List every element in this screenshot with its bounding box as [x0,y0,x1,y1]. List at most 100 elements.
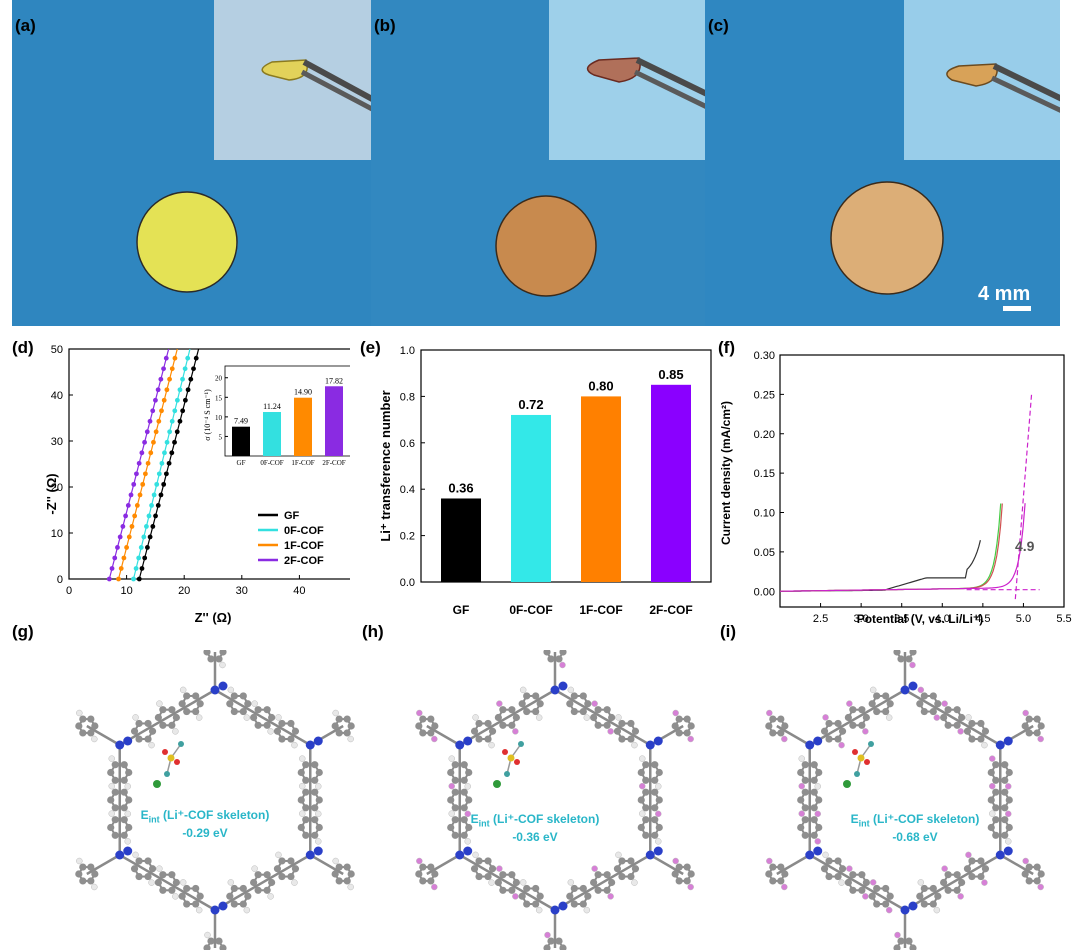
nitrogen-atom [1003,846,1013,856]
carbon-atom [512,878,520,887]
carbon-atom [460,831,468,839]
fluorine-atom [862,728,869,735]
fluorine-atom [838,741,845,749]
carbon-atom [415,722,423,730]
chart-d-ytick-label: 10 [51,528,63,540]
hydrogen-atom [291,741,298,749]
chart-e-category-label: 0F-COF [509,603,552,617]
carbon-atom [810,831,818,839]
chart-f-xtick-label: 3.5 [894,613,909,625]
chart-d-point [153,429,159,435]
chart-d-ytick-label: 40 [51,390,63,402]
carbon-atom [801,761,809,769]
chart-d-point [138,545,144,550]
carbon-atom [268,878,276,887]
carbon-atom [107,823,115,832]
hydrogen-atom [243,714,251,721]
carbon-atom [470,865,479,873]
carbon-atom [159,886,167,894]
carbon-atom [909,944,917,950]
membrane-disk-b [495,195,597,297]
carbon-atom [570,692,578,700]
carbon-atom [168,886,176,894]
hydrogen-atom [124,838,131,845]
membrane-disk-a [136,191,238,293]
chart-d-inset-ytick-label: 5 [219,433,223,441]
eint-e: E [140,808,149,822]
nitrogen-atom [900,685,910,695]
carbon-atom [79,715,87,723]
carbon-atom [1001,804,1009,812]
fluorine-atom [798,810,805,817]
chart-d-point [139,566,145,571]
chart-f-ytick-label: 0.30 [754,350,775,362]
chart-d-point [161,366,166,372]
chart-d-point [164,387,170,393]
chart-f-xtick-label: 5.5 [1056,613,1071,625]
carbon-atom [532,692,540,700]
fluorine-atom [591,700,598,707]
hydrogen-atom [108,782,115,790]
hydrogen-atom [615,851,622,859]
chart-f-series-line [779,503,1026,592]
carbon-atom [75,870,83,878]
nitrogen-atom [218,681,228,691]
chart-d-point [146,513,152,519]
chart-d-legend-label: 1F-COF [284,540,324,552]
nitrogen-atom [558,681,568,691]
carbon-atom [687,722,695,730]
chart-d-point [153,397,158,403]
carbon-atom [273,865,282,873]
carbon-atom [268,713,276,722]
chart-d-ytick-label: 0 [57,574,63,586]
chart-d-point [121,555,127,561]
carbon-atom [1025,877,1033,885]
nitrogen-atom [908,681,918,691]
carbon-atom [239,692,247,700]
carbon-atom [470,727,479,735]
eint-label-g: Eint (Li⁺-COF skeleton) -0.29 eV [105,808,305,840]
chart-d-inset-bar [263,412,281,456]
chart-d-point [158,376,164,382]
carbon-atom [825,857,833,865]
sulfur-atom [507,754,515,762]
chart-d-ylabel: -Z'' (Ω) [44,473,59,514]
carbon-atom [631,865,640,873]
fluorine-atom [885,906,893,914]
panel-label-f: (f) [718,338,735,357]
eint-sub: int [858,818,870,829]
carbon-atom [777,715,785,723]
carbon-atom [475,872,483,881]
panel-label-a: (a) [15,16,36,35]
carbon-atom [858,706,866,714]
carbon-atom [331,722,339,730]
carbon-atom [168,721,176,729]
chart-d-xtick-label: 0 [66,585,72,597]
carbon-atom [1021,722,1029,730]
eint-e: E [850,812,859,826]
chart-d-point [167,376,172,382]
carbon-atom [302,816,310,824]
carbon-atom [244,700,252,708]
chart-d-point [142,471,148,477]
hydrogen-atom [488,879,495,886]
carbon-atom [838,727,847,735]
fluorine-atom [496,700,503,707]
hydrogen-atom [148,879,155,886]
carbon-atom [465,768,473,777]
chart-e-bar-label: 0.72 [518,397,543,412]
chart-d-point [180,408,186,414]
carbon-atom [144,857,152,865]
carbon-atom [518,700,526,708]
carbon-atom [484,735,492,743]
nitrogen-atom [995,850,1005,860]
carbon-atom [311,788,319,796]
hydrogen-atom [132,714,139,721]
carbon-atom [207,655,215,663]
fluorine-atom [639,782,646,790]
hydrogen-atom [227,879,235,886]
chart-d-frame [68,348,350,580]
scale-bar-label: 4 mm [978,283,1031,305]
chart-f-frame [779,354,1065,608]
carbon-atom [683,877,691,885]
